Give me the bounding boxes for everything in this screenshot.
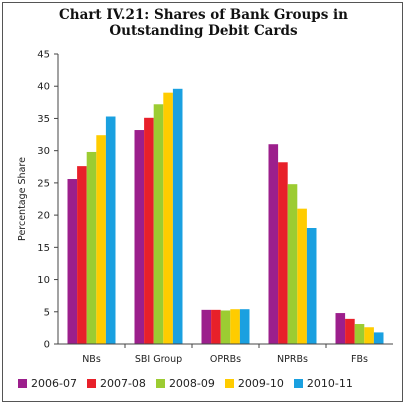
bar (373, 332, 384, 344)
bar (345, 318, 355, 344)
bar (239, 309, 250, 344)
y-tick-label: 5 (44, 307, 50, 318)
legend-swatch (18, 378, 27, 388)
y-tick-label: 10 (37, 275, 50, 286)
bar (335, 313, 346, 344)
x-category-label: NBs (82, 354, 101, 365)
x-axis-categories: NBs SBI Group OPRBs NPRBs FBs (82, 344, 368, 365)
bar (220, 310, 231, 344)
legend-label: 2006-07 (31, 376, 77, 390)
legend-swatch (224, 378, 234, 388)
chart-title-line-1: Chart IV.21: Shares of Bank Groups in (59, 7, 348, 23)
y-tick-label: 30 (37, 146, 50, 157)
y-tick-label: 0 (44, 340, 50, 351)
legend-label: 2008-09 (168, 376, 215, 390)
y-tick-label: 40 (37, 82, 50, 93)
bar (364, 327, 374, 344)
bar (268, 144, 279, 344)
legend-item: 2008-09 (155, 376, 215, 390)
bar (105, 116, 116, 344)
bar (86, 151, 97, 344)
chart-title: Chart IV.21: Shares of Bank Groups in Ou… (0, 7, 407, 39)
bar (67, 179, 78, 344)
bar (134, 130, 145, 344)
legend-label: 2010-11 (306, 376, 353, 390)
legend-item: 2007-08 (86, 376, 146, 390)
legend-label: 2007-08 (99, 376, 146, 390)
legend-item: 2010-11 (293, 376, 353, 390)
y-tick-label: 35 (37, 114, 50, 125)
y-tick-label: 45 (37, 50, 50, 61)
chart-title-line-2: Outstanding Debit Cards (109, 23, 298, 39)
bar (153, 104, 164, 345)
bar (306, 228, 317, 344)
bar (230, 309, 240, 344)
x-category-label: FBs (351, 354, 368, 365)
legend-item: 2006-07 (18, 377, 77, 390)
legend-swatch (293, 378, 303, 388)
bar (163, 92, 173, 345)
y-tick-label: 25 (37, 178, 50, 189)
legend-swatch (86, 378, 96, 388)
bar (297, 208, 307, 344)
x-category-label: NPRBs (277, 354, 308, 365)
bar (278, 162, 288, 344)
bar (211, 309, 221, 344)
bar (96, 135, 106, 344)
y-axis-ticks: 0 5 10 15 20 25 30 35 40 45 (37, 50, 58, 351)
bar (201, 309, 212, 344)
bars (67, 88, 384, 345)
x-category-label: SBI Group (135, 354, 182, 365)
bar (172, 88, 183, 344)
bar-chart: 0 5 10 15 20 25 30 35 40 45 NBs SBI Group OPRBs NPRB… (17, 50, 393, 365)
legend-item: 2009-10 (224, 376, 284, 390)
bar (354, 324, 365, 344)
y-tick-label: 15 (37, 243, 50, 254)
bar (77, 166, 87, 344)
bar (144, 117, 154, 344)
y-axis-label: Percentage Share (17, 157, 28, 241)
legend: 2006-07 2007-08 2008-09 2009-10 2010-11 (18, 376, 398, 390)
legend-swatch (155, 378, 165, 388)
y-tick-label: 20 (37, 211, 50, 222)
x-category-label: OPRBs (210, 354, 241, 365)
legend-label: 2009-10 (237, 376, 284, 390)
bar (287, 184, 298, 344)
